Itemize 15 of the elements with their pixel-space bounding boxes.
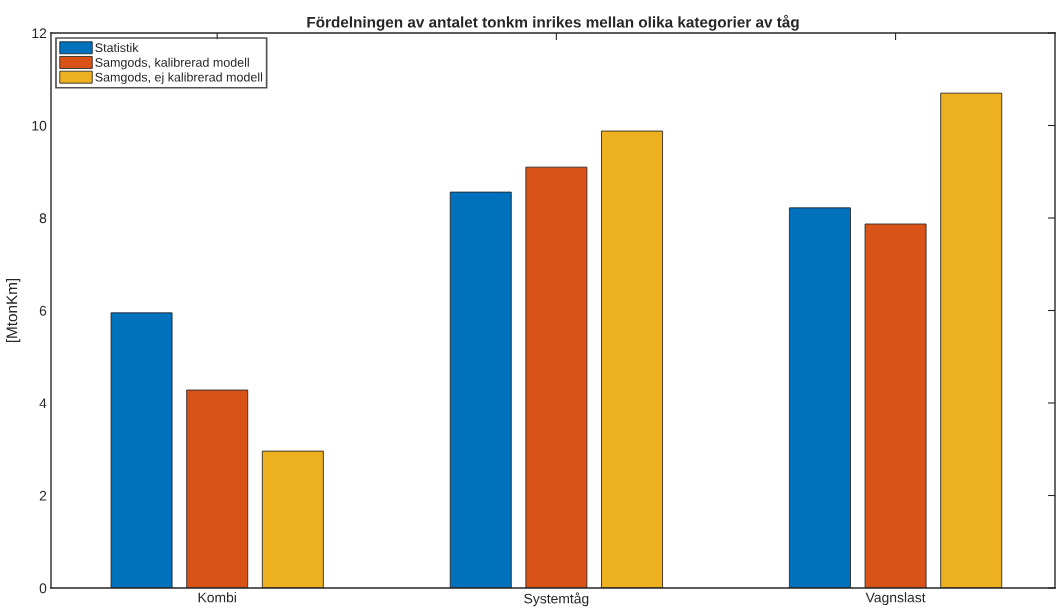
y-tick-label: 4 <box>39 398 47 409</box>
y-tick-label: 10 <box>32 120 47 131</box>
y-tick-label: 8 <box>39 213 47 224</box>
x-tick-label: Kombi <box>198 592 236 603</box>
legend-label: Samgods, kalibrerad modell <box>95 57 249 70</box>
y-tick-label: 2 <box>39 490 47 501</box>
y-axis-title: [MtonKm] <box>6 278 21 343</box>
x-tick-label: Systemtåg <box>524 592 589 607</box>
y-tick-label: 12 <box>32 28 47 39</box>
y-tick-label: 0 <box>39 583 47 594</box>
y-tick-label: 6 <box>39 305 47 316</box>
chart-title: Fördelningen av antalet tonkm inrikes mellan olika kategorier av tåg <box>307 14 799 31</box>
legend-label: Samgods, ej kalibrerad modell <box>95 72 263 85</box>
x-tick-label: Vagnslast <box>865 592 926 606</box>
legend-label: Statistik <box>95 42 139 53</box>
